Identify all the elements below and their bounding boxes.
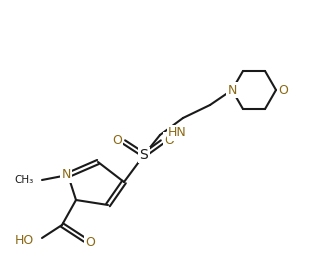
Text: O: O (85, 235, 95, 248)
Text: HO: HO (15, 234, 34, 247)
Text: N: N (227, 83, 237, 96)
Text: N: N (61, 168, 71, 181)
Text: CH₃: CH₃ (15, 175, 34, 185)
Text: S: S (140, 148, 149, 162)
Text: O: O (164, 134, 174, 147)
Text: O: O (112, 134, 122, 147)
Text: O: O (278, 83, 288, 96)
Text: HN: HN (168, 127, 187, 140)
